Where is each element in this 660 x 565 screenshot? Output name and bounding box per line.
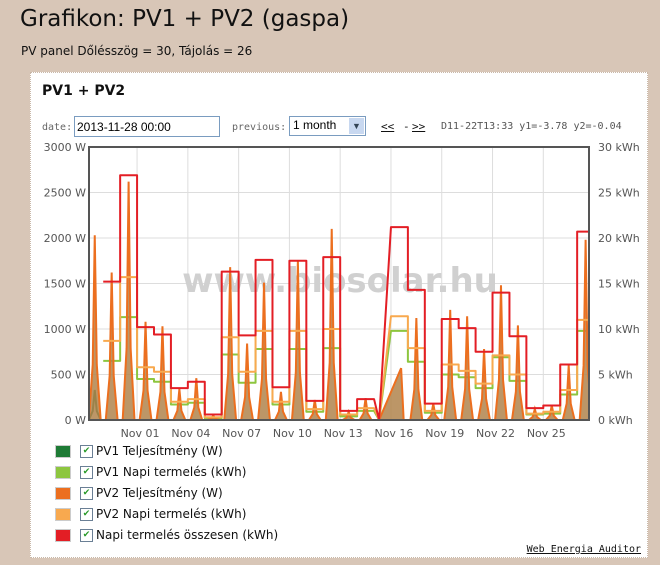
series-line-2 [89, 181, 589, 420]
axes: 0 W 500 W 1000 W 1500 W 2000 W 2500 W 3000 W 0 … [44, 141, 640, 440]
x-tick-label: Nov 10 [273, 427, 312, 440]
y-right-tick-label: 25 kWh [598, 187, 640, 200]
period-value: 1 month [293, 118, 337, 132]
legend-checkbox[interactable]: ✔ [80, 465, 93, 479]
series-line-4 [103, 174, 589, 420]
legend-swatch [55, 528, 71, 542]
x-tick-label: Nov 16 [374, 427, 413, 440]
y-left-tick-label: 2000 W [44, 232, 86, 245]
panel-title: PV1 + PV2 [42, 83, 126, 99]
date-input[interactable] [74, 116, 220, 137]
legend-label: Napi termelés összesen (kWh) [96, 528, 279, 542]
legend-swatch [55, 507, 71, 521]
x-tick-label: Nov 25 [527, 427, 566, 440]
y-left-tick-label: 1000 W [44, 323, 86, 336]
y-right-tick-label: 15 kWh [598, 278, 640, 291]
legend-swatch [55, 486, 71, 500]
x-tick-label: Nov 07 [222, 427, 261, 440]
y-left-tick-label: 2500 W [44, 187, 86, 200]
legend-label: PV1 Teljesítmény (W) [96, 444, 223, 458]
x-tick-label: Nov 19 [425, 427, 464, 440]
y-right-tick-label: 20 kWh [598, 232, 640, 245]
legend-checkbox[interactable]: ✔ [80, 507, 93, 521]
page-title: Grafikon: PV1 + PV2 (gaspa) [20, 6, 350, 32]
y-left-tick-label: 3000 W [44, 141, 86, 154]
chevron-down-icon[interactable]: ▼ [349, 118, 364, 134]
legend-item[interactable]: ✔ PV1 Napi termelés (kWh) [55, 465, 246, 479]
web-energia-auditor-link[interactable]: Web Energia Auditor [526, 544, 641, 555]
legend-label: PV2 Napi termelés (kWh) [96, 507, 247, 521]
y-right-tick-label: 10 kWh [598, 323, 640, 336]
y-right-tick-label: 30 kWh [598, 141, 640, 154]
next-period-link[interactable]: >> [412, 120, 426, 133]
x-tick-label: Nov 01 [121, 427, 160, 440]
legend-item[interactable]: ✔ Napi termelés összesen (kWh) [55, 528, 278, 542]
legend-swatch [55, 465, 71, 479]
previous-label: previous: [232, 122, 287, 133]
y-right-tick-label: 5 kWh [598, 369, 633, 382]
series-line-3 [103, 276, 589, 420]
nav-separator: - [403, 120, 410, 133]
y-left-tick-label: 0 W [65, 414, 86, 427]
legend-item[interactable]: ✔ PV2 Napi termelés (kWh) [55, 507, 246, 521]
cursor-readout: D11-22T13:33 y1=-3.78 y2=-0.04 [441, 121, 622, 132]
period-select[interactable]: 1 month ▼ [289, 116, 366, 136]
legend-item[interactable]: ✔ PV2 Teljesítmény (W) [55, 486, 223, 500]
y-right-tick-label: 0 kWh [598, 414, 633, 427]
chart-panel [30, 72, 648, 558]
prev-period-link[interactable]: << [381, 120, 395, 133]
legend-swatch [55, 444, 71, 458]
x-tick-label: Nov 13 [324, 427, 363, 440]
legend-checkbox[interactable]: ✔ [80, 444, 93, 458]
x-tick-label: Nov 04 [171, 427, 210, 440]
legend-label: PV2 Teljesítmény (W) [96, 486, 223, 500]
legend-checkbox[interactable]: ✔ [80, 486, 93, 500]
series-layer [89, 174, 589, 420]
page-subtitle: PV panel Dőlésszög = 30, Tájolás = 26 [21, 44, 253, 58]
legend-item[interactable]: ✔ PV1 Teljesítmény (W) [55, 444, 223, 458]
date-label: date: [42, 122, 73, 133]
plot-border [88, 146, 590, 421]
y-left-tick-label: 500 W [51, 369, 86, 382]
legend-checkbox[interactable]: ✔ [80, 528, 93, 542]
legend-label: PV1 Napi termelés (kWh) [96, 465, 247, 479]
y-left-tick-label: 1500 W [44, 278, 86, 291]
x-tick-label: Nov 22 [476, 427, 515, 440]
